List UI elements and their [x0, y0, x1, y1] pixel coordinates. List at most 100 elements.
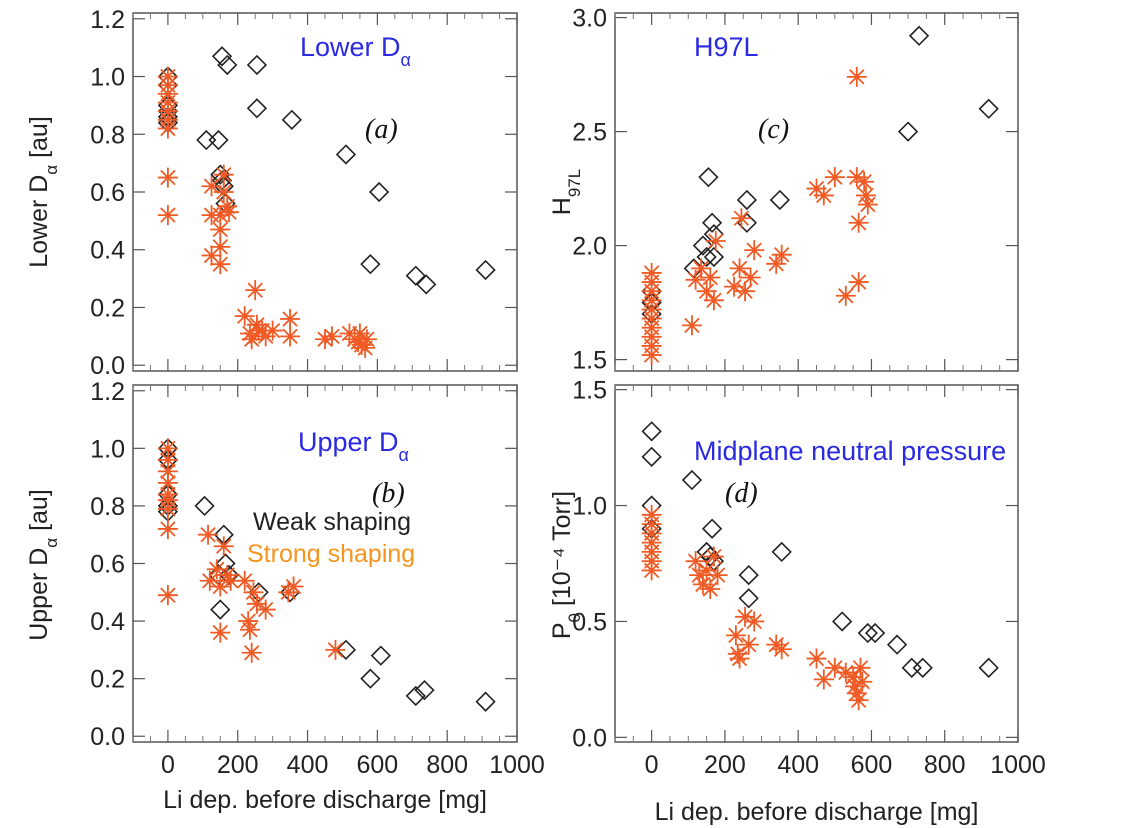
- strong-point: [703, 290, 724, 311]
- strong-point: [210, 254, 231, 275]
- strong-point: [157, 461, 178, 482]
- strong-point: [705, 231, 726, 252]
- panel-annotation: Lower Dα: [300, 32, 411, 70]
- strong-point: [844, 676, 865, 697]
- x-tick-label: 400: [287, 751, 329, 779]
- weak-point: [696, 246, 717, 268]
- strong-point: [280, 326, 301, 347]
- strong-point: [725, 625, 746, 646]
- strong-point: [234, 570, 255, 591]
- strong-point: [744, 611, 765, 632]
- y-tick-label: 0.4: [90, 608, 125, 636]
- weak-point: [681, 469, 703, 491]
- weak-point: [370, 645, 391, 666]
- strong-point: [238, 611, 259, 632]
- panel-a-lower-d-alpha: 0.0 0.2 0.4 0.6 0.8 1.0 1.2 Lower Dα [au] Lower …: [25, 6, 518, 380]
- legend: Weak shaping Strong shaping: [247, 508, 415, 568]
- strong-point: [246, 593, 267, 614]
- strong-point: [241, 329, 262, 350]
- strong-point: [157, 449, 178, 470]
- weak-point: [246, 98, 268, 119]
- y-tick-label: 3.0: [572, 5, 607, 33]
- y-tick-label: 0.6: [90, 179, 125, 207]
- strong-point: [696, 560, 717, 581]
- weak-point: [692, 235, 714, 256]
- strong-point: [234, 306, 255, 327]
- strong-point: [852, 671, 873, 692]
- weak-point: [701, 518, 723, 539]
- weak-point: [908, 25, 930, 46]
- strong-point: [771, 244, 792, 265]
- y-tick-label: 0.6: [90, 551, 125, 579]
- strong-point: [691, 258, 712, 279]
- y-tick-label: 0.0: [90, 723, 125, 751]
- y-tick-label: 1.2: [90, 6, 125, 34]
- weak-point: [405, 685, 426, 707]
- y-tick-label: 0.5: [572, 608, 607, 636]
- weak-point: [738, 564, 759, 586]
- strong-point: [199, 570, 220, 591]
- x-tick-label: 200: [217, 751, 259, 779]
- strong-point: [700, 579, 721, 599]
- strong-point: [700, 267, 721, 288]
- strong-point: [157, 205, 178, 226]
- y-tick-label: 0.4: [90, 237, 125, 265]
- strong-point: [220, 570, 241, 591]
- x-tick-label: 600: [357, 751, 399, 779]
- y-tick-label: 2.5: [572, 119, 607, 147]
- strong-point: [703, 546, 724, 567]
- strong-point: [843, 667, 864, 688]
- strong-point: [857, 194, 878, 215]
- strong-point: [771, 639, 792, 660]
- strong-point: [217, 565, 238, 586]
- weak-point: [208, 129, 229, 151]
- x-axis-label: Li dep. before discharge [mg]: [163, 786, 487, 814]
- x-tick-label: 600: [851, 751, 893, 779]
- y-tick-label: 0.2: [90, 666, 125, 694]
- strong-point: [806, 178, 827, 199]
- y-tick-label: 0.2: [90, 294, 125, 322]
- panel-letter: (b): [372, 478, 405, 509]
- strong-point: [210, 236, 231, 257]
- strong-point: [685, 269, 706, 290]
- weak-point: [864, 622, 886, 644]
- strong-point: [245, 280, 266, 301]
- strong-point: [210, 576, 231, 597]
- strong-point: [854, 171, 875, 192]
- weak-point: [897, 121, 919, 142]
- y-axis-label: Lower Dα [au]: [25, 116, 61, 268]
- strong-point: [641, 560, 662, 581]
- weak-point: [771, 541, 792, 563]
- y-tick-label: 1.5: [572, 347, 607, 375]
- strong-point: [813, 185, 834, 206]
- panel-c-h97l: 1.5 2.0 2.5 3.0 H97L H97L (c): [548, 5, 1019, 375]
- strong-point: [213, 536, 234, 557]
- strong-point: [824, 657, 845, 678]
- strong-point: [846, 683, 867, 704]
- x-tick-label: 0: [161, 751, 175, 779]
- x-tick-label: 1000: [489, 751, 545, 779]
- strong-point: [252, 320, 273, 341]
- strong-point: [157, 585, 178, 606]
- strong-point: [315, 329, 335, 350]
- panel-letter: (a): [365, 114, 398, 145]
- strong-point: [280, 309, 301, 330]
- weak-point: [701, 212, 723, 233]
- strong-point: [735, 606, 756, 627]
- strong-point: [848, 272, 869, 293]
- weak-point: [769, 189, 790, 211]
- strong-point: [835, 662, 856, 683]
- weak-point: [886, 634, 908, 655]
- strong-point: [846, 167, 867, 188]
- weak-point: [246, 54, 268, 76]
- strong-point: [696, 281, 717, 302]
- strong-point: [201, 176, 222, 197]
- panel-letter: (c): [758, 114, 789, 145]
- weak-point: [698, 167, 719, 188]
- legend-strong: Strong shaping: [247, 540, 415, 568]
- weak-point: [978, 657, 999, 678]
- y-tick-label: 0.8: [90, 121, 125, 149]
- strong-point: [241, 642, 262, 663]
- x-tick-label: 1000: [990, 751, 1046, 779]
